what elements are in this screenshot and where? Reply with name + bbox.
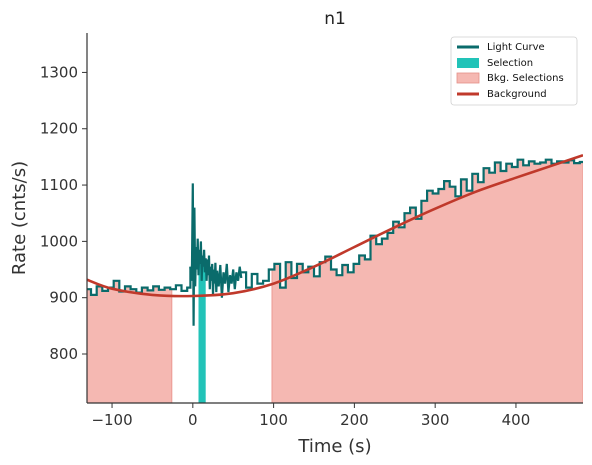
y-tick-label: 1200 [40, 120, 78, 138]
x-tick-label: −100 [91, 411, 132, 429]
bkg-selection-layer [87, 159, 583, 403]
background-fit-line [87, 153, 583, 298]
x-tick-label: 300 [421, 411, 450, 429]
legend-frame [450, 36, 578, 106]
legend-bkg-selections-label: Bkg. Selections [487, 73, 564, 84]
x-tick-label: 200 [340, 411, 369, 429]
light-curve-post-burst [241, 158, 583, 289]
x-tick-label: 0 [188, 411, 198, 429]
y-tick-label: 800 [49, 345, 78, 363]
y-axis-ticks: 800 900 1000 1100 1200 1300 [40, 63, 87, 363]
y-axis-title: Rate (cnts/s) [9, 161, 30, 275]
legend-selection-label: Selection [487, 58, 533, 69]
x-tick-label: 100 [259, 411, 288, 429]
light-curve-pre-burst [87, 266, 192, 296]
bkg-selection-region-1 [87, 280, 173, 403]
chart-title: n1 [324, 9, 346, 29]
source-selection-region [198, 241, 206, 403]
y-tick-label: 1000 [40, 232, 78, 250]
legend-light-curve-label: Light Curve [487, 42, 545, 53]
selection-layer [198, 241, 206, 403]
y-tick-label: 1300 [40, 63, 78, 81]
x-axis-title: Time (s) [297, 436, 371, 457]
x-tick-label: 400 [502, 411, 531, 429]
legend-selection-swatch [457, 58, 479, 68]
light-curve-burst [189, 183, 243, 326]
y-tick-label: 900 [49, 289, 78, 307]
legend: Light Curve Selection Bkg. Selections Ba… [450, 36, 578, 106]
legend-background-label: Background [487, 89, 547, 100]
background-fit-layer [87, 153, 583, 298]
x-axis-ticks: −100 0 100 200 300 400 [91, 403, 530, 429]
y-tick-label: 1100 [40, 176, 78, 194]
legend-bkg-selections-swatch [456, 72, 480, 84]
